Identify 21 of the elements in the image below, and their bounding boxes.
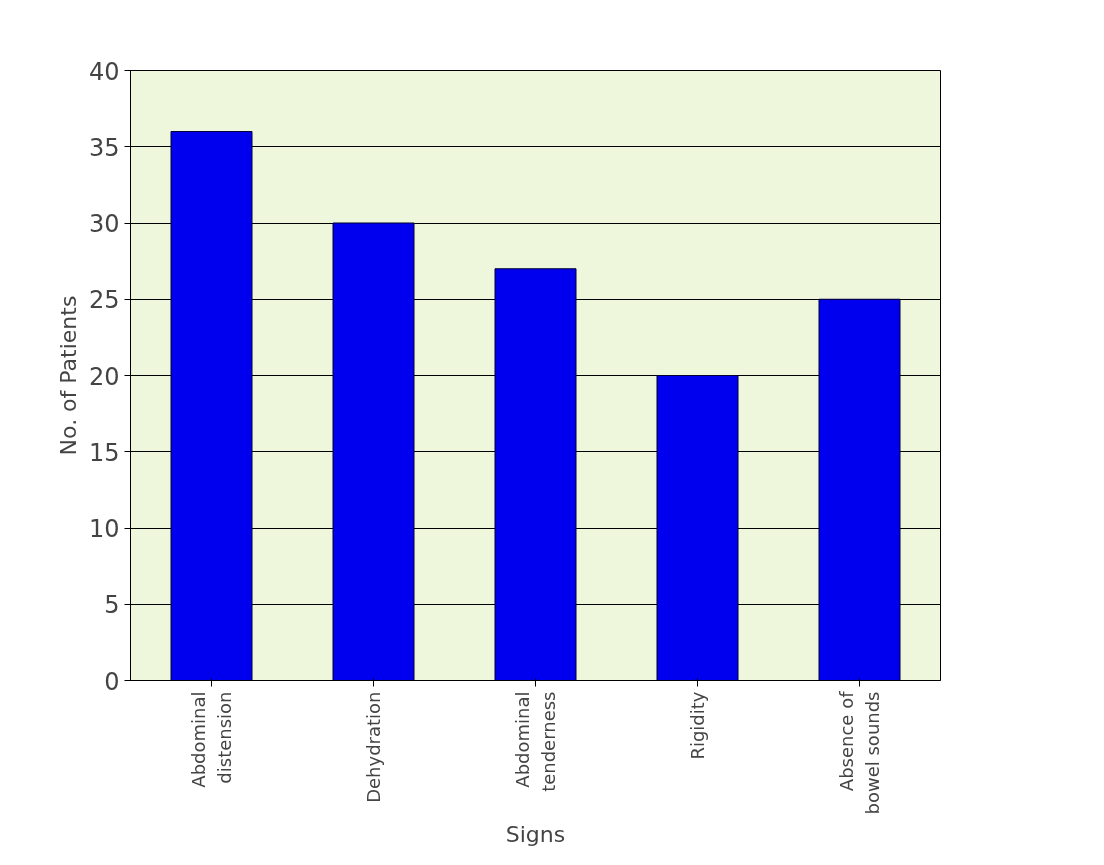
x-tick-label: Abdominal tenderness: [512, 691, 559, 792]
x-axis-title: Signs: [505, 822, 566, 848]
y-tick-label: 0: [104, 667, 120, 696]
bar: [656, 375, 739, 681]
bar: [818, 298, 901, 681]
bar: [494, 268, 577, 681]
x-tick-label: Absence of bowel sounds: [836, 690, 883, 815]
bar: [170, 131, 253, 681]
x-tick-label: Abdominal distension: [188, 691, 235, 788]
bar: [332, 222, 415, 681]
y-tick-label: 25: [88, 286, 120, 315]
y-tick-label: 5: [104, 591, 120, 620]
y-tick-label: 30: [88, 210, 120, 238]
x-tick-label: Dehydration: [363, 691, 384, 803]
y-axis-title: No. of Patients: [55, 295, 81, 456]
y-tick-label: 35: [88, 133, 120, 162]
y-tick-label: 40: [88, 57, 120, 86]
y-tick-label: 10: [88, 515, 120, 543]
x-tick-label: Rigidity: [687, 691, 708, 760]
y-tick-label: 15: [88, 438, 120, 467]
y-tick-label: 20: [88, 362, 120, 391]
